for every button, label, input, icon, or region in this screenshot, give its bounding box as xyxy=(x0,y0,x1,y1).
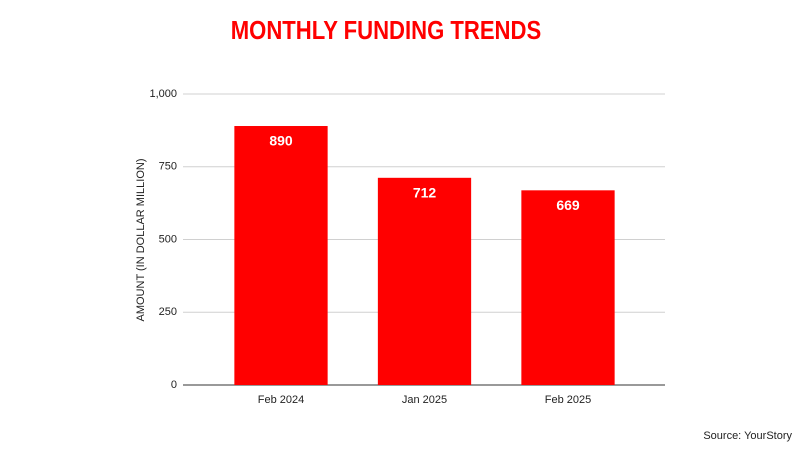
bar xyxy=(521,190,615,385)
y-tick-label: 500 xyxy=(159,233,177,245)
x-tick-label: Jan 2025 xyxy=(402,394,447,406)
bar xyxy=(377,177,472,385)
y-axis-label: AMOUNT (IN DOLLAR MILLION) xyxy=(135,159,147,322)
y-tick-label: 750 xyxy=(159,161,177,173)
data-label: 669 xyxy=(556,197,580,213)
chart-title: MONTHLY FUNDING TRENDS xyxy=(231,16,541,45)
source-note: Source: YourStory xyxy=(703,430,792,442)
x-tick-label: Feb 2025 xyxy=(545,394,591,406)
y-tick-label: 0 xyxy=(171,379,177,391)
bar xyxy=(234,126,328,385)
data-label: 890 xyxy=(269,133,293,149)
y-tick-label: 250 xyxy=(159,306,177,318)
y-tick-label: 1,000 xyxy=(149,88,177,100)
x-tick-label: Feb 2024 xyxy=(258,394,304,406)
data-label: 712 xyxy=(413,185,437,201)
